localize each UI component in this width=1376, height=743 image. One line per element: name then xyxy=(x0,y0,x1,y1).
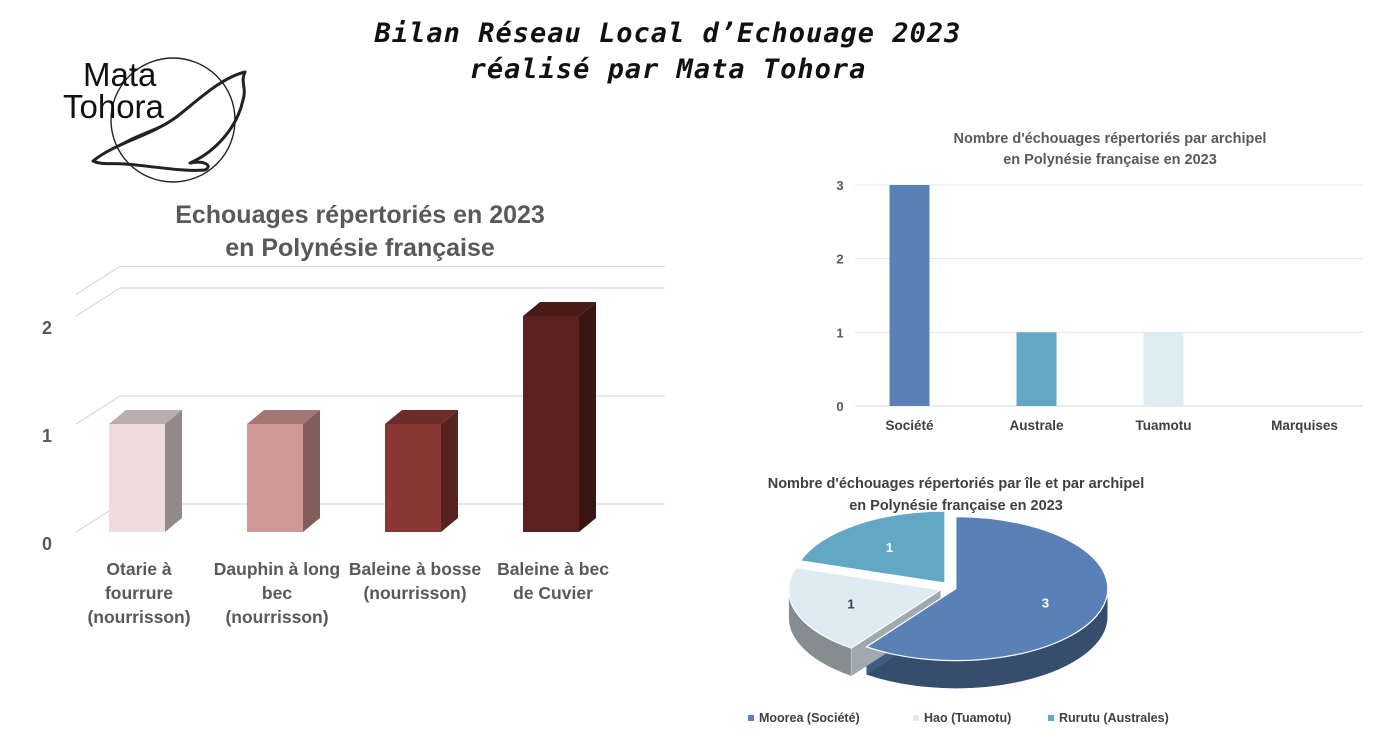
bar-top xyxy=(523,302,596,316)
bar xyxy=(523,302,596,532)
bar-side xyxy=(303,410,320,532)
legend-label: Hao (Tuamotu) xyxy=(924,711,1011,725)
legend-label: Rurutu (Australes) xyxy=(1059,711,1169,725)
logo-text-line-1: Mata xyxy=(83,56,157,93)
legend-entry: Hao (Tuamotu) xyxy=(913,711,1011,725)
y-tick-label: 3 xyxy=(836,178,843,193)
legend-swatch xyxy=(1048,715,1054,721)
grid-depth-line xyxy=(75,287,121,317)
island-pie-legend: Moorea (Société) Hao (Tuamotu) Rurutu (Aus… xyxy=(748,711,1169,725)
bar-top xyxy=(109,410,182,424)
legend-swatch xyxy=(748,715,754,721)
x-tick-label: (nourrisson) xyxy=(87,607,190,627)
y-tick-label: 2 xyxy=(836,252,843,267)
species-chart-x-axis: Otarie à fourrure (nourrisson) Dauphin à lo… xyxy=(87,559,609,627)
bar-front xyxy=(109,424,165,532)
pie-data-label: 1 xyxy=(847,597,854,612)
island-chart-title-line-1: Nombre d'échouages répertoriés par île e… xyxy=(768,476,1145,492)
y-tick-label: 0 xyxy=(836,399,843,414)
y-tick-label: 1 xyxy=(42,426,52,446)
island-pie-slices xyxy=(788,510,1109,689)
legend-entry: Rurutu (Australes) xyxy=(1048,711,1169,725)
mata-tohora-logo: Mata Tohora xyxy=(63,56,247,183)
y-tick-label: 1 xyxy=(836,325,843,340)
archipelago-bar-chart: Nombre d'échouages répertoriés par archi… xyxy=(836,131,1363,433)
bar-front xyxy=(523,316,579,532)
bar-side xyxy=(165,410,182,532)
archipelago-chart-x-axis: Société Australe Tuamotu Marquises xyxy=(885,418,1337,433)
y-tick-label: 0 xyxy=(42,534,52,554)
grid-depth-line xyxy=(75,265,121,295)
legend-swatch xyxy=(913,715,919,721)
x-tick-label: (nourrisson) xyxy=(225,607,328,627)
pie-slice xyxy=(799,510,946,584)
bar-front xyxy=(385,424,441,532)
bar xyxy=(889,185,930,406)
x-tick-label: Marquises xyxy=(1271,418,1338,433)
archipelago-chart-title-line-1: Nombre d'échouages répertoriés par archi… xyxy=(954,131,1267,147)
x-tick-label: Baleine à bec xyxy=(497,559,609,579)
x-tick-label: fourrure xyxy=(105,583,173,603)
x-tick-label: (nourrisson) xyxy=(363,583,466,603)
archipelago-chart-y-axis: 0 1 2 3 xyxy=(836,178,843,414)
species-bar-chart: Echouages répertoriés en 2023 en Polynés… xyxy=(42,201,665,627)
archipelago-chart-grid xyxy=(855,184,1363,407)
island-pie-chart: Nombre d'échouages répertoriés par île e… xyxy=(748,476,1169,725)
x-tick-label: bec xyxy=(262,583,292,603)
legend-label: Moorea (Société) xyxy=(759,711,860,725)
species-chart-bars xyxy=(109,302,596,532)
pie-slice xyxy=(865,516,1109,662)
bar xyxy=(1143,332,1184,406)
species-chart-title-line-2: en Polynésie française xyxy=(225,234,495,262)
bar-top xyxy=(385,410,458,424)
report-title-line-2: réalisé par Mata Tohora xyxy=(469,54,867,85)
species-chart-y-axis: 0 1 2 xyxy=(42,318,52,554)
island-pie-data-labels: 3 1 1 xyxy=(847,540,1049,612)
bar-side xyxy=(579,302,596,532)
pie-data-label: 1 xyxy=(886,540,893,555)
logo-text-line-2: Tohora xyxy=(63,88,165,125)
y-tick-label: 2 xyxy=(42,318,52,338)
x-tick-label: Baleine à bosse xyxy=(349,559,482,579)
x-tick-label: Otarie à xyxy=(106,559,171,579)
species-chart-title-line-1: Echouages répertoriés en 2023 xyxy=(175,201,545,229)
bar xyxy=(385,410,458,532)
bar-top xyxy=(247,410,320,424)
bar xyxy=(247,410,320,532)
pie-slice xyxy=(788,566,943,649)
bar-front xyxy=(247,424,303,532)
x-tick-label: Société xyxy=(885,418,934,433)
bar xyxy=(109,410,182,532)
x-tick-label: Dauphin à long xyxy=(214,559,340,579)
x-tick-label: Australe xyxy=(1009,418,1064,433)
grid-depth-line xyxy=(75,395,121,425)
archipelago-chart-title-line-2: en Polynésie française en 2023 xyxy=(1003,152,1217,168)
x-tick-label: Tuamotu xyxy=(1136,418,1192,433)
bar xyxy=(1016,332,1057,406)
archipelago-chart-bars xyxy=(889,185,1184,406)
pie-data-label: 3 xyxy=(1042,595,1049,610)
legend-entry: Moorea (Société) xyxy=(748,711,860,725)
island-chart-title-line-2: en Polynésie française en 2023 xyxy=(849,498,1063,514)
bar-side xyxy=(441,410,458,532)
report-title-line-1: Bilan Réseau Local d’Echouage 2023 xyxy=(374,18,962,49)
x-tick-label: de Cuvier xyxy=(513,583,593,603)
